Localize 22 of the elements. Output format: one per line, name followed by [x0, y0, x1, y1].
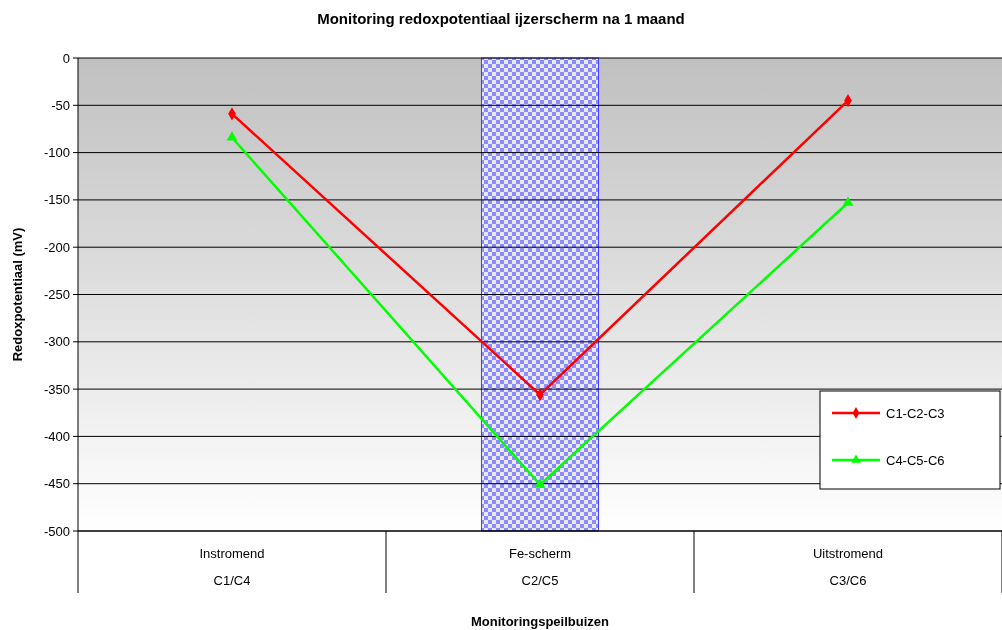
x-axis-title: Monitoringspeilbuizen: [471, 614, 610, 629]
y-tick-label: -400: [43, 428, 70, 444]
y-tick-label: -350: [43, 381, 70, 397]
y-tick-label: 0: [62, 50, 70, 66]
legend-label: C4-C5-C6: [886, 452, 945, 468]
y-tick-label: -300: [43, 334, 70, 350]
y-tick-label: -450: [43, 476, 70, 492]
y-tick-label: -150: [43, 192, 70, 208]
point: [842, 196, 854, 206]
legend-label: C1-C2-C3: [886, 405, 945, 421]
y-tick-label: -50: [51, 97, 70, 113]
y-axis-title: Redoxpotentiaal (mV): [10, 227, 25, 362]
y-tick-label: -200: [43, 239, 70, 255]
x-tick-label: Instromend C1/C4: [199, 546, 265, 588]
y-tick-label: -100: [43, 145, 70, 161]
point: [226, 131, 238, 141]
x-tick-label: Uitstromend C3/C6: [812, 546, 884, 588]
y-tick-label: -250: [43, 287, 70, 303]
chart-title: Monitoring redoxpotentiaal ijzerscherm na 1 maand: [317, 10, 685, 27]
y-tick-label: -500: [43, 523, 70, 539]
point: [534, 478, 546, 488]
x-tick-label: Fe-scherm C2/C5: [508, 546, 572, 588]
